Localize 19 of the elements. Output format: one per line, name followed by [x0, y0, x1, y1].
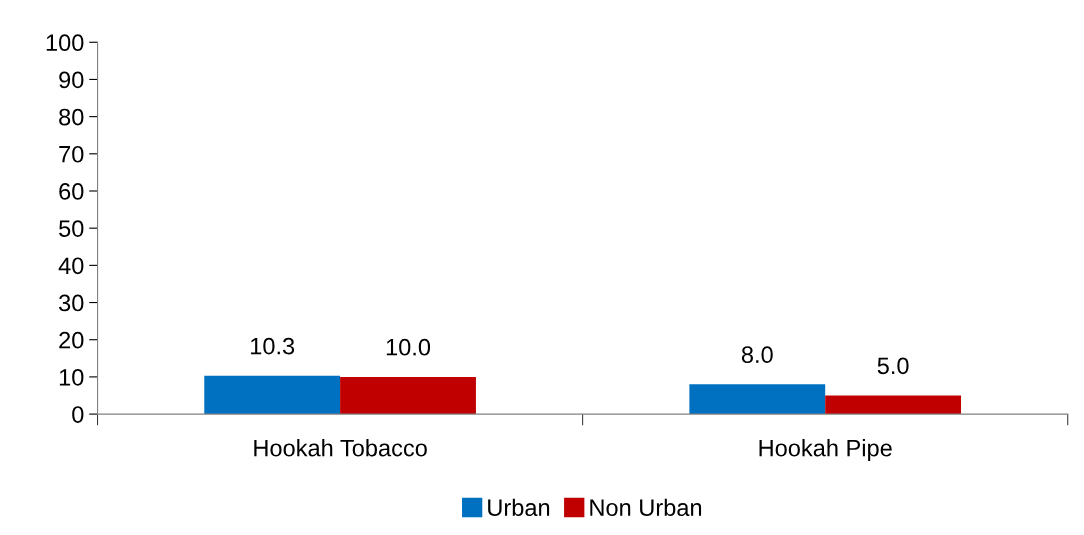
legend-label: Urban — [488, 498, 550, 517]
data-label: 5.0 — [877, 357, 909, 375]
y-tick-label: 0 — [72, 406, 84, 423]
y-tick-label: 60 — [59, 183, 84, 200]
y-tick-label: 10 — [59, 368, 84, 386]
legend-label: Non Urban — [590, 498, 702, 517]
y-tick-label: 40 — [58, 257, 84, 275]
x-tick-label: Hookah Tobacco — [254, 439, 427, 457]
data-label: 8.0 — [741, 346, 773, 364]
y-tick-label: 30 — [59, 294, 84, 312]
y-tick-label: 100 — [46, 34, 84, 52]
data-label: 10.3 — [251, 337, 295, 355]
x-tick-label: Hookah Pipe — [759, 439, 892, 462]
data-label: 10.0 — [386, 338, 431, 356]
y-tick-label: 50 — [59, 220, 84, 237]
y-tick-label: 80 — [59, 108, 84, 126]
y-tick-label: 70 — [59, 145, 84, 163]
y-tick-label: 20 — [59, 331, 84, 349]
y-tick-label: 90 — [59, 71, 84, 89]
